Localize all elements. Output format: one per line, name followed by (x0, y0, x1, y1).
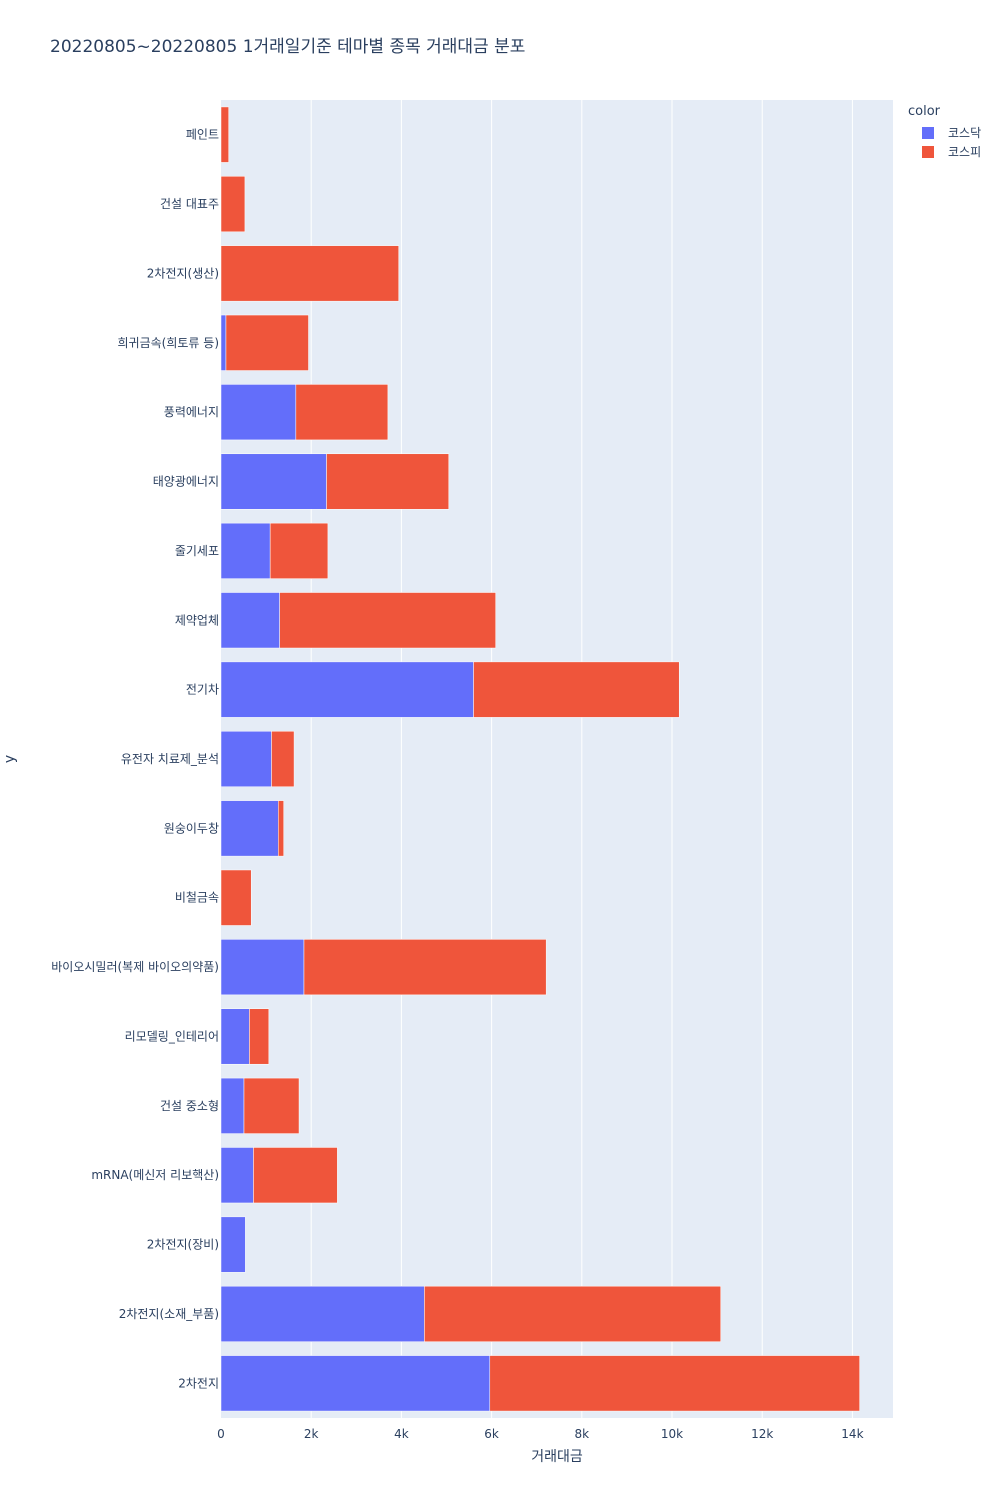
bar-segment-kospi[interactable] (220, 176, 246, 233)
bar-segment-kosdaq[interactable] (220, 592, 280, 649)
bar-segment-kosdaq[interactable] (220, 522, 271, 579)
x-tick-label: 2k (304, 1427, 319, 1441)
y-tick-label: 2차전지 (178, 1376, 219, 1390)
bar-segment-kosdaq[interactable] (220, 1147, 254, 1204)
bar-segment-kospi[interactable] (303, 939, 547, 996)
y-tick-label: 제약업체 (175, 612, 219, 627)
bar-segment-kospi[interactable] (473, 661, 680, 718)
legend-swatch-kospi (922, 145, 934, 158)
y-tick-label: 유전자 치료제_분석 (121, 752, 219, 766)
legend-title: color (908, 104, 941, 119)
bar-segment-kosdaq[interactable] (220, 1077, 245, 1134)
bar-segment-kosdaq[interactable] (220, 1008, 250, 1065)
bar-segment-kospi[interactable] (220, 106, 229, 163)
bar-segment-kospi[interactable] (253, 1147, 338, 1204)
bar-segment-kosdaq[interactable] (220, 661, 474, 718)
bar-segment-kosdaq[interactable] (220, 800, 279, 857)
bar-segment-kospi[interactable] (220, 869, 252, 926)
y-tick-label: 풍력에너지 (164, 405, 219, 419)
x-tick-label: 6k (484, 1427, 499, 1441)
y-axis-label: y (2, 755, 18, 763)
y-tick-label: 희귀금속(희토류 등) (118, 336, 220, 350)
legend: color 코스닥 코스피 (908, 104, 981, 161)
y-tick-label: 전기차 (186, 683, 219, 697)
legend-swatch-kosdaq (922, 126, 934, 139)
legend-label-kosdaq: 코스닥 (948, 126, 982, 140)
bar-segment-kospi[interactable] (295, 384, 389, 441)
bar-segment-kospi[interactable] (326, 453, 450, 510)
bar-segment-kospi[interactable] (249, 1008, 270, 1065)
bar-segment-kospi[interactable] (225, 314, 309, 371)
legend-label-kospi: 코스피 (948, 145, 982, 159)
legend-item-kosdaq[interactable]: 코스닥 (908, 123, 981, 142)
x-axis-ticks: 0 2k 4k 6k 8k 10k 12k 14k (217, 1427, 863, 1441)
x-tick-label: 4k (394, 1427, 409, 1441)
chart-title: 20220805~20220805 1거래일기준 테마별 종목 거래대금 분포 (50, 37, 526, 57)
x-tick-label: 14k (841, 1427, 863, 1441)
y-tick-label: 2차전지(생산) (147, 266, 219, 280)
bar-segment-kosdaq[interactable] (220, 453, 327, 510)
x-tick-label: 8k (575, 1427, 590, 1441)
bar-segment-kosdaq[interactable] (220, 384, 297, 441)
y-tick-label: 태양광에너지 (153, 475, 219, 489)
y-tick-label: 리모델링_인테리어 (125, 1029, 219, 1043)
y-tick-label: mRNA(메신저 리보핵산) (91, 1168, 219, 1182)
bar-segment-kosdaq[interactable] (220, 1285, 425, 1342)
bars (220, 106, 860, 1412)
x-tick-label: 12k (751, 1427, 773, 1441)
bar-segment-kosdaq[interactable] (220, 314, 227, 371)
bar-segment-kospi[interactable] (424, 1285, 721, 1342)
bar-segment-kospi[interactable] (243, 1077, 300, 1134)
y-tick-label: 비철금속 (175, 891, 219, 905)
y-tick-label: 2차전지(장비) (147, 1238, 219, 1252)
bar-segment-kospi[interactable] (269, 522, 329, 579)
y-tick-label: 건설 대표주 (160, 197, 219, 211)
bar-segment-kospi[interactable] (220, 245, 399, 302)
x-tick-label: 10k (661, 1427, 683, 1441)
y-tick-label: 바이오시밀러(복제 바이오의약품) (51, 959, 219, 974)
y-tick-label: 줄기세포 (175, 544, 219, 558)
bar-segment-kospi[interactable] (279, 592, 496, 649)
bar-segment-kospi[interactable] (489, 1355, 860, 1412)
bar-segment-kosdaq[interactable] (220, 939, 305, 996)
bar-segment-kosdaq[interactable] (220, 1216, 246, 1273)
bar-segment-kosdaq[interactable] (220, 731, 272, 787)
bar-segment-kosdaq[interactable] (220, 1355, 491, 1412)
bar-segment-kospi[interactable] (278, 800, 284, 857)
y-tick-label: 페인트 (186, 128, 219, 142)
y-tick-label: 원숭이두창 (164, 821, 219, 835)
y-tick-label: 건설 중소형 (160, 1099, 219, 1113)
x-tick-label: 0 (217, 1427, 225, 1441)
x-axis-label: 거래대금 (531, 1449, 583, 1465)
y-tick-label: 2차전지(소재_부품) (119, 1307, 219, 1321)
bar-segment-kospi[interactable] (271, 731, 295, 787)
legend-item-kospi[interactable]: 코스피 (908, 142, 981, 161)
